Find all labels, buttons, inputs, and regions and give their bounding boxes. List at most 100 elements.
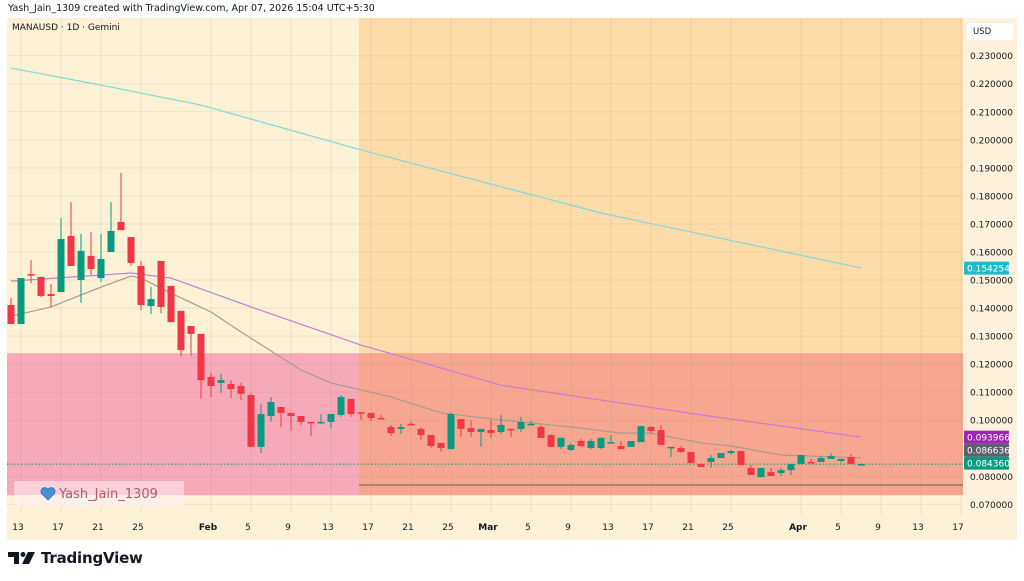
price-tick-label: 0.120000 [970, 361, 1013, 371]
candle-body[interactable] [777, 470, 785, 473]
candle-body[interactable] [427, 435, 435, 447]
candle-body[interactable] [687, 451, 695, 464]
symbol-legend[interactable]: MANAUSD · 1D · Gemini [12, 23, 120, 33]
candle-body[interactable] [7, 304, 15, 325]
candle-body[interactable] [197, 333, 205, 381]
candle-body[interactable] [157, 260, 165, 307]
candle-body[interactable] [697, 463, 705, 468]
candle-body[interactable] [447, 414, 455, 450]
candle-body[interactable] [837, 458, 845, 461]
time-tick-label: Mar [478, 523, 498, 533]
candle-body[interactable] [317, 421, 325, 424]
candle-body[interactable] [647, 426, 655, 431]
candle-body[interactable] [847, 456, 855, 464]
candle-body[interactable] [327, 414, 335, 422]
candle-body[interactable] [487, 430, 495, 434]
candle-body[interactable] [467, 428, 475, 432]
tradingview-logo[interactable]: TradingView [8, 549, 143, 567]
candle-body[interactable] [717, 453, 725, 459]
candle-body[interactable] [257, 414, 265, 447]
candle-body[interactable] [807, 461, 815, 464]
candle-body[interactable] [37, 276, 45, 297]
candle-body[interactable] [107, 230, 115, 252]
candle-body[interactable] [527, 423, 535, 426]
time-tick-label: 13 [322, 523, 333, 533]
candle-body[interactable] [267, 401, 275, 417]
candle-body[interactable] [277, 407, 285, 413]
candle-body[interactable] [507, 428, 515, 431]
candle-body[interactable] [87, 255, 95, 270]
candle-body[interactable] [547, 435, 555, 447]
candle-body[interactable] [437, 442, 445, 448]
candle-body[interactable] [177, 310, 185, 351]
candle-body[interactable] [787, 463, 795, 471]
candle-body[interactable] [147, 299, 155, 307]
candle-body[interactable] [367, 412, 375, 418]
chart-attribution: Yash_Jain_1309 created with TradingView.… [8, 3, 375, 14]
candle-body[interactable] [557, 437, 565, 447]
candle-body[interactable] [27, 274, 35, 276]
candle-body[interactable] [577, 440, 585, 447]
candle-body[interactable] [607, 442, 615, 444]
candle-body[interactable] [407, 423, 415, 426]
candle-body[interactable] [97, 258, 105, 279]
candle-body[interactable] [357, 412, 365, 414]
candle-body[interactable] [657, 430, 665, 445]
candle-body[interactable] [297, 416, 305, 422]
candle-body[interactable] [57, 239, 65, 293]
candle-body[interactable] [587, 440, 595, 448]
candle-body[interactable] [417, 428, 425, 436]
candle-body[interactable] [247, 394, 255, 447]
candle-body[interactable] [287, 412, 295, 417]
candle-body[interactable] [337, 396, 345, 415]
candle-body[interactable] [797, 454, 805, 464]
candle-body[interactable] [627, 440, 635, 447]
candle-body[interactable] [167, 285, 175, 323]
candle-body[interactable] [827, 456, 835, 459]
candle-body[interactable] [387, 426, 395, 434]
candle-body[interactable] [737, 451, 745, 466]
candle-body[interactable] [707, 458, 715, 462]
resistance-zone[interactable] [359, 18, 963, 354]
candle-body[interactable] [207, 377, 215, 387]
candle-body[interactable] [237, 386, 245, 394]
time-tick-label: 17 [642, 523, 653, 533]
candle-body[interactable] [217, 380, 225, 383]
ma-price-label-bg [964, 261, 1009, 275]
candle-body[interactable] [637, 426, 645, 443]
candle-body[interactable] [617, 446, 625, 450]
candle-body[interactable] [537, 426, 545, 438]
candle-body[interactable] [67, 235, 75, 266]
candle-body[interactable] [517, 421, 525, 429]
candle-body[interactable] [117, 221, 125, 231]
candle-body[interactable] [377, 417, 385, 420]
candle-body[interactable] [187, 326, 195, 334]
ma-price-label: 0.093966 [967, 434, 1010, 444]
candle-body[interactable] [727, 451, 735, 454]
currency-selector[interactable]: USD [967, 23, 1013, 40]
candle-body[interactable] [17, 278, 25, 325]
candle-body[interactable] [757, 467, 765, 478]
ma-price-label-bg [964, 443, 1009, 457]
candle-body[interactable] [747, 467, 755, 475]
candle-body[interactable] [857, 464, 865, 466]
candle-body[interactable] [597, 437, 605, 448]
candle-body[interactable] [567, 444, 575, 450]
candle-body[interactable] [477, 428, 485, 432]
candle-body[interactable] [77, 250, 85, 281]
candle-body[interactable] [457, 419, 465, 429]
candle-body[interactable] [347, 398, 355, 415]
candle-body[interactable] [47, 294, 55, 297]
candle-body[interactable] [667, 446, 675, 449]
candle-body[interactable] [127, 237, 135, 263]
candle-body[interactable] [397, 426, 405, 429]
candle-body[interactable] [227, 384, 235, 390]
candle-body[interactable] [817, 458, 825, 462]
candle-body[interactable] [677, 447, 685, 452]
candle-body[interactable] [497, 424, 505, 432]
price-tick-label: 0.230000 [970, 52, 1013, 62]
candle-body[interactable] [307, 421, 315, 424]
candle-body[interactable] [767, 472, 775, 477]
candle-body[interactable] [137, 266, 145, 305]
